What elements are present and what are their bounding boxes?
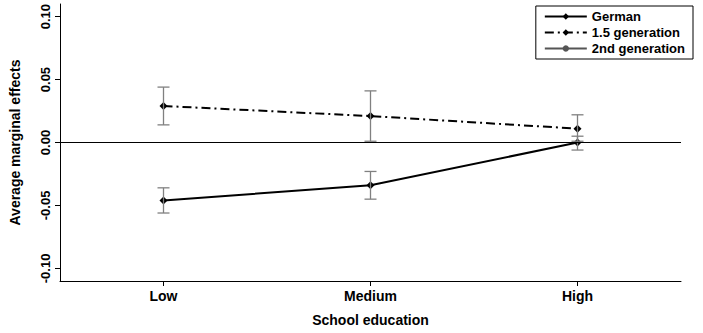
svg-text:0.10: 0.10 xyxy=(38,4,53,29)
svg-text:1.5 generation: 1.5 generation xyxy=(592,25,680,40)
svg-text:2nd generation: 2nd generation xyxy=(592,41,685,56)
svg-text:0.00: 0.00 xyxy=(38,130,53,155)
svg-text:-0.05: -0.05 xyxy=(38,191,53,221)
svg-text:High: High xyxy=(562,288,593,304)
svg-text:School education: School education xyxy=(312,312,429,328)
svg-text:German: German xyxy=(592,9,641,24)
svg-text:Medium: Medium xyxy=(344,288,397,304)
svg-text:0.05: 0.05 xyxy=(38,67,53,92)
svg-text:Average marginal effects: Average marginal effects xyxy=(7,59,23,225)
svg-text:-0.10: -0.10 xyxy=(38,254,53,284)
svg-text:Low: Low xyxy=(150,288,178,304)
